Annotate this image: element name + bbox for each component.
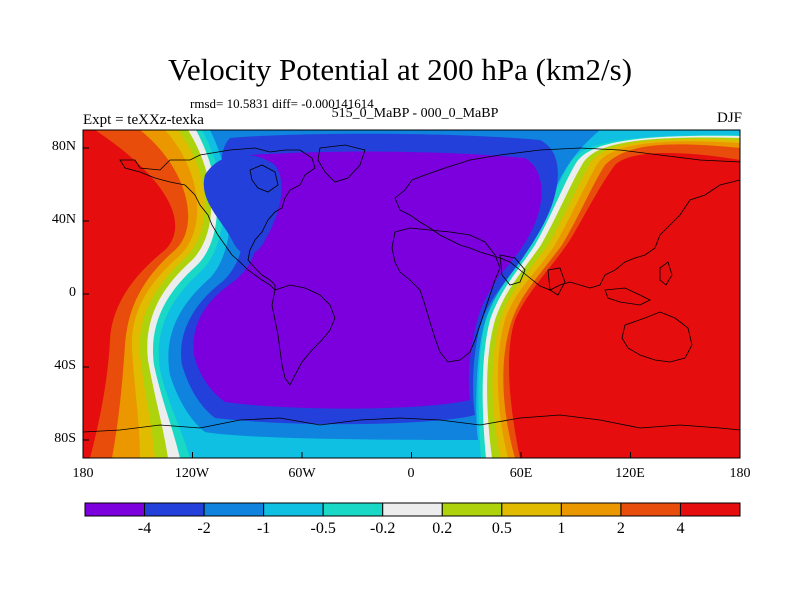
- colorbar-label: 4: [676, 520, 685, 537]
- x-tick-label: 120E: [615, 466, 645, 481]
- y-tick-label: 40S: [54, 358, 76, 373]
- plot-title: Velocity Potential at 200 hPa (km2/s): [167, 52, 633, 87]
- x-tick-label: 60E: [509, 466, 533, 481]
- colorbar-swatch: [501, 502, 562, 517]
- colorbar-label: -0.2: [370, 520, 396, 537]
- y-tick-label: 80S: [54, 431, 76, 446]
- colorbar-label: -0.5: [310, 520, 336, 537]
- colorbar-swatch: [84, 502, 146, 517]
- cases-label: 515_0_MaBP - 000_0_MaBP: [331, 106, 499, 121]
- colorbar-swatch: [560, 502, 622, 517]
- colorbar: [84, 502, 741, 517]
- colorbar-label: 0.5: [491, 520, 512, 537]
- colorbar-swatch: [620, 502, 681, 517]
- colorbar-swatch: [441, 502, 503, 517]
- colorbar-swatch: [679, 502, 741, 517]
- x-tick-label: 180: [729, 466, 751, 481]
- colorbar-label: 0.2: [432, 520, 453, 537]
- colorbar-swatch: [382, 502, 443, 517]
- x-tick-label: 120W: [174, 466, 210, 481]
- colorbar-label: -2: [197, 520, 211, 537]
- experiment-label: Expt = teXXz-texka: [83, 112, 204, 128]
- colorbar-label: -4: [137, 520, 152, 537]
- axis-ticks: [82, 147, 741, 458]
- colorbar-label: 1: [557, 520, 566, 537]
- colorbar-label: 2: [616, 520, 625, 537]
- colorbar-swatch: [203, 502, 265, 517]
- coastlines: [83, 144, 740, 433]
- contour-fill: [83, 130, 740, 458]
- season-label: DJF: [716, 110, 742, 126]
- colorbar-label: -1: [256, 520, 271, 537]
- colorbar-swatch: [263, 502, 324, 517]
- x-tick-label: 180: [72, 466, 94, 481]
- x-tick-label: 60W: [288, 466, 316, 481]
- colorbar-swatch: [144, 502, 205, 517]
- x-tick-label: 0: [407, 466, 415, 481]
- y-tick-label: 80N: [51, 139, 76, 154]
- colorbar-swatch: [322, 502, 384, 517]
- y-tick-label: 40N: [51, 212, 76, 227]
- stats-text: rmsd= 10.5831 diff= -0.000141614: [190, 96, 374, 111]
- y-tick-label: 0: [69, 285, 76, 300]
